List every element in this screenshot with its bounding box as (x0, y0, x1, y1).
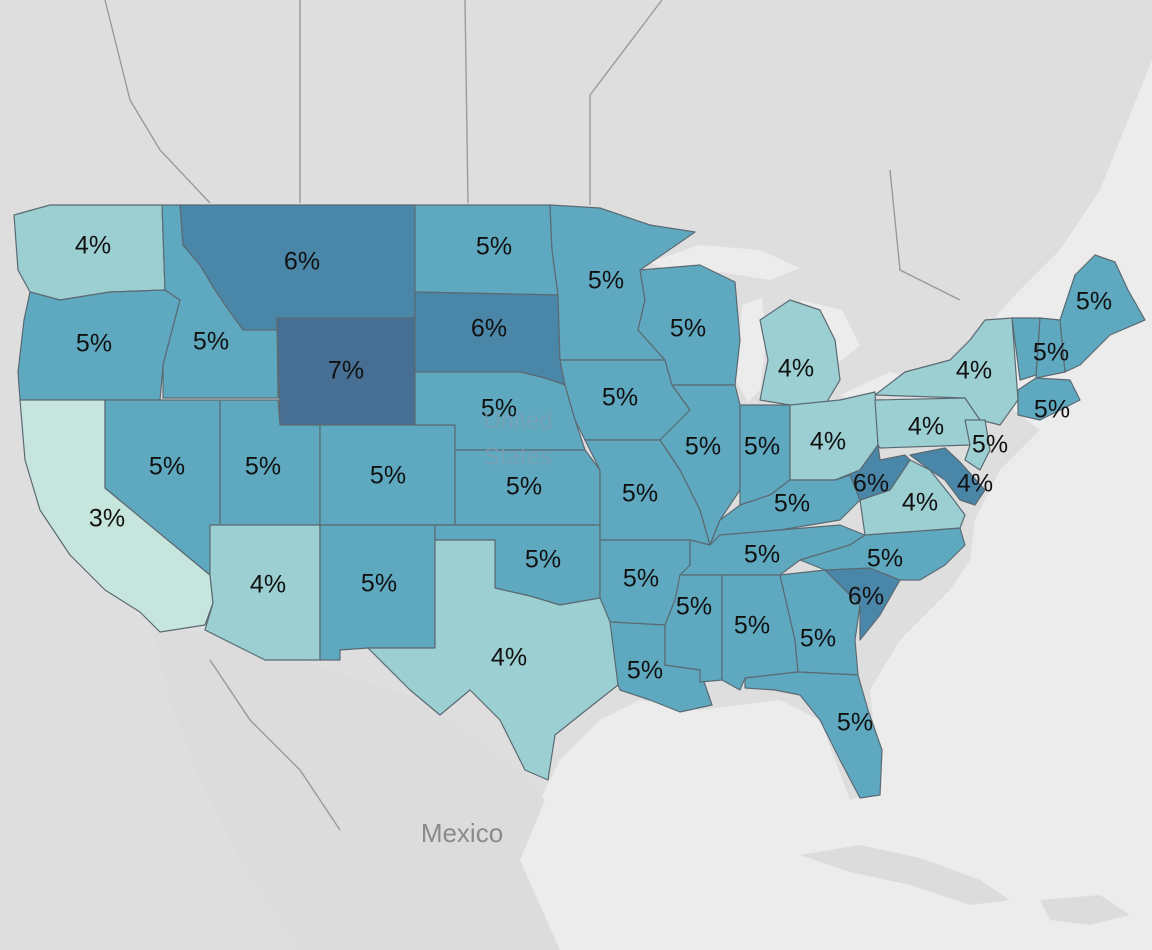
state-MA[interactable] (1017, 377, 1081, 421)
state-NC[interactable] (799, 527, 966, 581)
value-label-VA: 4% (902, 489, 938, 517)
value-label-AR: 5% (623, 565, 659, 593)
value-label-CA: 3% (89, 505, 125, 533)
value-label-MN: 5% (588, 267, 624, 295)
value-label-NY: 4% (956, 357, 992, 385)
state-FL[interactable] (744, 671, 883, 799)
value-label-TN: 5% (744, 541, 780, 569)
state-ME[interactable] (1059, 254, 1146, 373)
value-label-NM: 5% (361, 570, 397, 598)
country-label-line2: States (484, 443, 552, 470)
value-labels: 4% 5% 3% 5% 5% 6% 7% 5% 4% 5% 5% 5% 6% 5… (75, 232, 1112, 737)
mexico-state-border (209, 659, 341, 831)
value-label-MO: 5% (622, 480, 658, 508)
value-label-OK: 5% (525, 546, 561, 574)
value-label-AL: 5% (734, 612, 770, 640)
value-label-NC: 5% (867, 545, 903, 573)
value-label-SC: 6% (848, 583, 884, 611)
state-WV[interactable] (834, 444, 911, 501)
value-label-WV: 6% (853, 470, 889, 498)
value-label-KS: 5% (506, 473, 542, 501)
value-label-FL: 5% (837, 709, 873, 737)
value-label-WA: 4% (75, 232, 111, 260)
state-IL[interactable] (659, 384, 741, 546)
state-NE[interactable] (414, 371, 586, 451)
value-label-TX: 4% (491, 644, 527, 672)
value-label-ME: 5% (1076, 288, 1112, 316)
value-label-OH: 4% (810, 428, 846, 456)
value-label-MA: 5% (972, 431, 1008, 459)
value-label-SD: 6% (471, 315, 507, 343)
mexico-label: Mexico (421, 818, 503, 848)
value-label-WI: 5% (670, 315, 706, 343)
value-label-NV: 5% (149, 453, 185, 481)
value-label-NJ: 4% (957, 470, 993, 498)
canada-province-border (104, 0, 211, 204)
state-KY[interactable] (709, 474, 861, 546)
value-label-OR: 5% (76, 330, 112, 358)
mexico-land (150, 620, 560, 950)
value-label-IL: 5% (685, 433, 721, 461)
value-label-WY: 7% (328, 357, 364, 385)
state-MS[interactable] (664, 574, 723, 683)
cuba-land (800, 845, 1010, 905)
value-label-IA: 5% (602, 384, 638, 412)
canada-province-border (889, 169, 961, 301)
value-label-MT: 6% (284, 248, 320, 276)
value-label-NE: 5% (481, 395, 517, 423)
value-label-MS: 5% (676, 593, 712, 621)
value-label-GA: 5% (800, 625, 836, 653)
value-label-IN: 5% (744, 433, 780, 461)
value-label-VT: 5% (1033, 339, 1069, 367)
value-label-AZ: 4% (250, 571, 286, 599)
value-label-KY: 5% (774, 490, 810, 518)
value-label-LA: 5% (627, 657, 663, 685)
state-TX[interactable] (367, 539, 619, 781)
value-label-NH: 5% (1034, 396, 1070, 424)
state-MI[interactable] (759, 299, 841, 406)
value-label-CO: 5% (370, 462, 406, 490)
value-label-UT: 5% (245, 453, 281, 481)
country-label-line1: United (483, 407, 552, 434)
lake-michigan (736, 298, 766, 402)
state-NJ[interactable] (964, 419, 991, 471)
value-label-ID: 5% (193, 328, 229, 356)
canada-province-border (464, 0, 469, 204)
canada-province-border (589, 0, 663, 96)
value-label-MI: 4% (778, 355, 814, 383)
states-layer (13, 204, 1146, 799)
state-MD[interactable] (909, 447, 986, 506)
hispaniola-land (1040, 895, 1130, 925)
value-label-ND: 5% (476, 233, 512, 261)
value-label-PA: 4% (908, 413, 944, 441)
